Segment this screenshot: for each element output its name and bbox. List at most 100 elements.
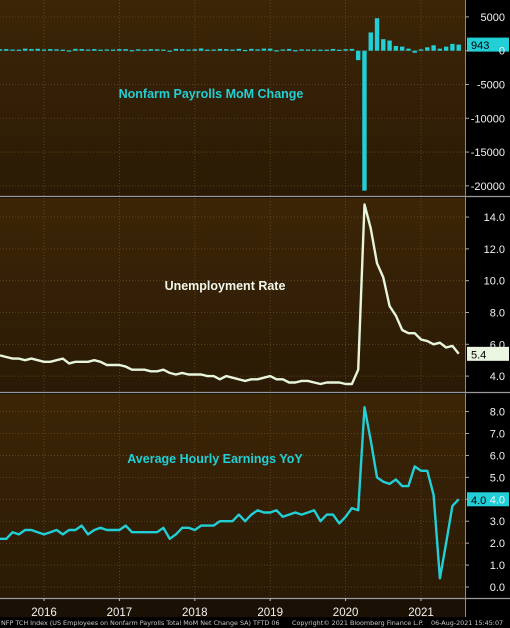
bar	[136, 49, 141, 51]
y-tick-label: 8.0	[490, 407, 505, 419]
last-value-label: 5.4	[471, 349, 486, 361]
bar	[412, 50, 417, 53]
bar	[198, 48, 204, 51]
x-tick-label: 2016	[31, 607, 57, 619]
y-tick-label: 4.0	[490, 494, 505, 506]
bar	[148, 49, 154, 51]
bar	[318, 49, 323, 51]
bar	[29, 49, 34, 51]
bar	[85, 49, 91, 51]
bar	[66, 50, 72, 52]
bar	[381, 39, 386, 51]
footer: NFP TCH Index (US Employees on Nonfarm P…	[0, 617, 510, 628]
bar	[186, 49, 191, 51]
y-tick-label: -15000	[471, 147, 505, 159]
x-tick-label: 2019	[257, 607, 283, 619]
bar	[48, 49, 53, 51]
bar	[274, 50, 279, 52]
bar	[79, 49, 84, 51]
bar	[293, 50, 298, 52]
bar	[110, 49, 116, 51]
bar	[92, 49, 97, 51]
y-tick-label: 14.0	[484, 212, 505, 224]
bar	[349, 48, 355, 51]
bar	[142, 49, 147, 51]
x-tick-label: 2017	[107, 607, 133, 619]
chart-title: Unemployment Rate	[165, 279, 286, 293]
bar	[374, 18, 380, 51]
last-value-label: 4.0	[471, 495, 486, 507]
bar	[161, 49, 166, 51]
panel-bg-3	[0, 394, 465, 598]
last-value-tag	[467, 492, 509, 507]
panel-bg-1	[0, 0, 465, 196]
bar	[443, 46, 449, 51]
bar	[337, 49, 342, 51]
chart-title: Nonfarm Payrolls MoM Change	[119, 87, 304, 101]
y-tick-label: -5000	[477, 79, 505, 91]
bar	[217, 48, 223, 51]
y-tick-label: 0	[499, 46, 505, 58]
bar	[450, 43, 455, 51]
bar	[425, 47, 430, 51]
bar	[311, 49, 317, 51]
x-tick-label: 2021	[408, 607, 434, 619]
bar	[22, 48, 28, 51]
bar	[330, 48, 336, 51]
bar	[211, 49, 216, 51]
bar	[0, 49, 3, 51]
bar	[249, 48, 254, 51]
footer-timestamp: 06-Aug-2021 15:45:07	[431, 619, 504, 627]
bar	[343, 49, 348, 51]
bar	[98, 49, 103, 51]
bar	[242, 49, 248, 52]
y-tick-label: 6.0	[490, 339, 505, 351]
bar	[73, 48, 78, 51]
bar	[456, 44, 461, 51]
x-tick-label: 2020	[333, 607, 359, 619]
series-line	[0, 203, 460, 386]
x-axis-strip	[0, 598, 465, 617]
bar	[261, 48, 267, 51]
y-tick-label: -10000	[471, 113, 505, 125]
bar	[418, 49, 424, 51]
bar	[393, 45, 399, 51]
bar	[192, 49, 197, 51]
bar	[123, 49, 128, 51]
bar	[236, 48, 241, 51]
y-tick-label: 5.0	[490, 472, 505, 484]
y-tick-label: 8.0	[490, 307, 505, 319]
y-tick-label: 6.0	[490, 450, 505, 462]
bar	[205, 49, 210, 51]
bar	[117, 49, 122, 51]
bar	[4, 49, 9, 51]
y-tick-label: 3.0	[490, 516, 505, 528]
bar	[324, 49, 329, 51]
bar	[280, 49, 285, 51]
series-line	[0, 406, 460, 580]
bar	[355, 50, 361, 61]
y-tick-label: 12.0	[484, 244, 505, 256]
bar	[154, 49, 160, 51]
bar	[224, 49, 229, 51]
last-value-tag	[467, 37, 509, 52]
bar	[35, 48, 40, 51]
y-tick-label: 5000	[481, 12, 505, 24]
bar	[180, 49, 185, 51]
footer-copyright: Copyright© 2021 Bloomberg Finance L.P.	[292, 619, 424, 627]
bar	[305, 49, 311, 51]
x-tick-label: 2018	[182, 607, 208, 619]
bar	[54, 49, 59, 51]
last-value-label: 943	[471, 40, 489, 52]
bar	[16, 49, 22, 51]
y-tick-label: 4.0	[490, 371, 505, 383]
y-tick-label: 1.0	[490, 560, 505, 572]
bar	[255, 49, 260, 51]
last-value-tag	[467, 346, 509, 361]
bar	[41, 49, 47, 51]
bar	[104, 49, 110, 51]
bar	[173, 48, 179, 51]
bar	[230, 49, 235, 51]
bar	[437, 48, 443, 51]
